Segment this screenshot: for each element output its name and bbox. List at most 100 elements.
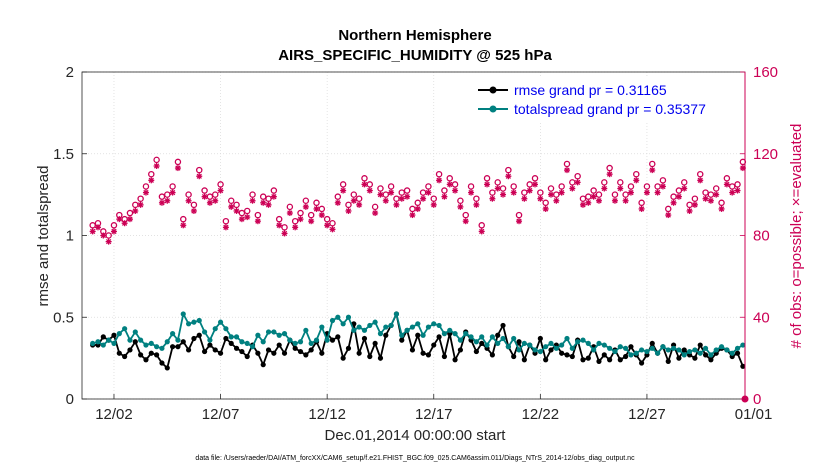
obs-possible-point bbox=[185, 191, 192, 198]
obs-evaluated-point bbox=[585, 199, 592, 206]
legend-marker-spread bbox=[489, 105, 497, 113]
obs-evaluated-point bbox=[707, 197, 714, 204]
obs-possible-point bbox=[446, 175, 453, 182]
y-tick-label-left: 1 bbox=[66, 228, 74, 245]
obs-evaluated-point bbox=[548, 191, 555, 198]
series-point-rmse bbox=[585, 355, 591, 361]
obs-possible-point bbox=[579, 195, 587, 202]
obs-evaluated-point bbox=[601, 185, 608, 192]
series-point-spread bbox=[543, 344, 549, 350]
obs-evaluated-point bbox=[388, 189, 395, 196]
obs-possible-point bbox=[174, 158, 182, 166]
obs-possible-point bbox=[238, 209, 246, 217]
obs-possible-point bbox=[574, 172, 581, 180]
series-point-rmse bbox=[537, 335, 543, 342]
series-point-spread bbox=[500, 335, 506, 342]
legend-label-spread: totalspread grand pr = 0.35377 bbox=[514, 101, 706, 117]
obs-evaluated-point bbox=[137, 201, 144, 208]
series-point-rmse bbox=[265, 347, 272, 353]
series-point-spread bbox=[724, 347, 730, 353]
series-point-spread bbox=[201, 329, 208, 335]
obs-possible-point bbox=[387, 183, 395, 190]
series-point-spread bbox=[228, 334, 234, 340]
y-tick-label-left: 0.5 bbox=[53, 309, 74, 326]
obs-evaluated-point bbox=[377, 191, 384, 198]
series-point-rmse bbox=[138, 352, 144, 358]
series-point-spread bbox=[734, 345, 741, 351]
series-point-rmse bbox=[228, 340, 234, 347]
obs-evaluated-point bbox=[611, 197, 618, 204]
series-point-spread bbox=[260, 339, 266, 345]
series-point-spread bbox=[617, 344, 623, 350]
series-point-rmse bbox=[676, 355, 682, 361]
obs-evaluated-point bbox=[606, 171, 613, 178]
obs-evaluated-point bbox=[521, 195, 528, 202]
series-point-spread bbox=[170, 331, 176, 337]
obs-evaluated-point bbox=[526, 187, 533, 194]
series-point-spread bbox=[319, 324, 325, 330]
obs-evaluated-point bbox=[116, 216, 123, 223]
obs-evaluated-point bbox=[643, 189, 650, 196]
series-point-spread bbox=[377, 331, 384, 337]
series-point-rmse bbox=[308, 347, 314, 353]
obs-possible-point bbox=[462, 211, 469, 219]
series-point-rmse bbox=[649, 340, 655, 347]
obs-evaluated-point bbox=[734, 187, 741, 194]
series-point-spread bbox=[409, 324, 416, 330]
series-point-rmse bbox=[260, 362, 266, 368]
series-point-spread bbox=[185, 321, 192, 327]
series-point-rmse bbox=[441, 353, 448, 360]
series-point-spread bbox=[425, 324, 432, 330]
obs-possible-point bbox=[180, 215, 187, 223]
series-point-spread bbox=[639, 347, 645, 353]
obs-evaluated-point bbox=[196, 173, 203, 180]
obs-evaluated-point bbox=[633, 177, 640, 184]
obs-possible-point bbox=[531, 175, 539, 182]
obs-evaluated-point bbox=[281, 230, 288, 237]
series-point-spread bbox=[516, 347, 522, 353]
series-point-rmse bbox=[734, 350, 741, 356]
obs-possible-point bbox=[265, 195, 272, 202]
series-point-rmse bbox=[617, 357, 623, 363]
obs-possible-point bbox=[728, 183, 736, 190]
obs-evaluated-point bbox=[94, 224, 101, 231]
series-point-spread bbox=[351, 327, 357, 333]
series-point-rmse bbox=[239, 348, 245, 355]
series-point-spread bbox=[356, 324, 362, 330]
obs-evaluated-point bbox=[302, 203, 309, 210]
obs-possible-point bbox=[435, 170, 443, 178]
series-point-spread bbox=[244, 340, 250, 347]
obs-possible-point bbox=[590, 187, 597, 194]
series-point-rmse bbox=[489, 352, 495, 358]
series-point-spread bbox=[596, 340, 602, 347]
obs-possible-point bbox=[680, 179, 688, 186]
series-point-rmse bbox=[420, 350, 426, 356]
obs-possible-point bbox=[233, 201, 240, 209]
series-point-rmse bbox=[431, 342, 437, 348]
obs-possible-point bbox=[398, 189, 406, 196]
obs-evaluated-point bbox=[228, 203, 235, 210]
obs-evaluated-point bbox=[441, 193, 448, 200]
obs-possible-point bbox=[649, 160, 656, 168]
obs-evaluated-point bbox=[142, 189, 149, 196]
series-point-spread bbox=[154, 344, 160, 350]
series-point-spread bbox=[644, 348, 650, 355]
series-point-rmse bbox=[495, 332, 501, 338]
series-point-rmse bbox=[399, 337, 405, 343]
obs-possible-point bbox=[425, 183, 432, 190]
y-tick-label-right: 40 bbox=[753, 309, 770, 326]
obs-possible-point bbox=[638, 199, 645, 207]
obs-evaluated-point bbox=[649, 167, 656, 174]
series-point-spread bbox=[287, 337, 293, 343]
data-layer bbox=[89, 156, 749, 403]
series-point-spread bbox=[681, 352, 687, 358]
obs-evaluated-point bbox=[206, 199, 213, 206]
obs-evaluated-point bbox=[595, 197, 602, 204]
obs-possible-point bbox=[211, 191, 219, 198]
obs-evaluated-point bbox=[265, 201, 272, 208]
obs-possible-point bbox=[712, 185, 720, 192]
series-point-spread bbox=[740, 342, 746, 348]
series-point-spread bbox=[708, 352, 714, 358]
series-point-rmse bbox=[175, 344, 181, 350]
series-point-rmse bbox=[100, 334, 106, 340]
